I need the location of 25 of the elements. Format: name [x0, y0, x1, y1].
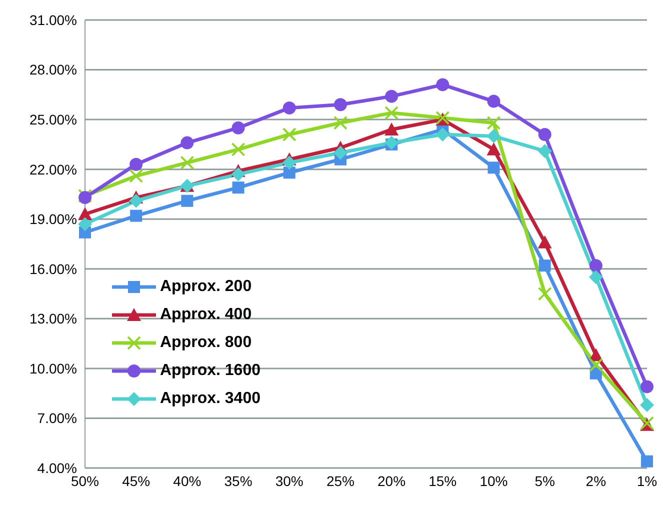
y-tick-label: 13.00%	[30, 310, 77, 327]
legend-label: Approx. 3400	[160, 389, 260, 409]
y-tick-label: 10.00%	[30, 360, 77, 376]
legend-label: Approx. 400	[160, 305, 252, 325]
x-tick-label: 45%	[122, 472, 150, 489]
x-tick-label: 20%	[378, 472, 406, 489]
x-tick-label: 25%	[326, 472, 354, 489]
legend-label: Approx. 1600	[160, 361, 260, 381]
x-tick-label: 5%	[534, 472, 555, 489]
y-tick-label: 22.00%	[30, 161, 77, 178]
y-tick-label: 28.00%	[30, 62, 77, 78]
x-tick-label: 30%	[275, 472, 304, 489]
x-tick-label: 40%	[173, 472, 202, 489]
legend-label: Approx. 800	[160, 333, 252, 353]
x-tick-label: 15%	[428, 472, 457, 489]
x-tick-label: 35%	[224, 472, 252, 489]
x-tick-label: 1%	[636, 472, 658, 489]
x-tick-label: 2%	[586, 472, 606, 489]
y-tick-label: 25.00%	[30, 112, 77, 128]
y-tick-label: 19.00%	[30, 211, 77, 228]
y-tick-label: 7.00%	[37, 410, 77, 426]
y-tick-label: 31.00%	[30, 12, 77, 28]
x-tick-label: 10%	[480, 472, 508, 489]
y-tick-label: 16.00%	[30, 260, 77, 277]
legend-label: Approx. 200	[160, 277, 252, 297]
